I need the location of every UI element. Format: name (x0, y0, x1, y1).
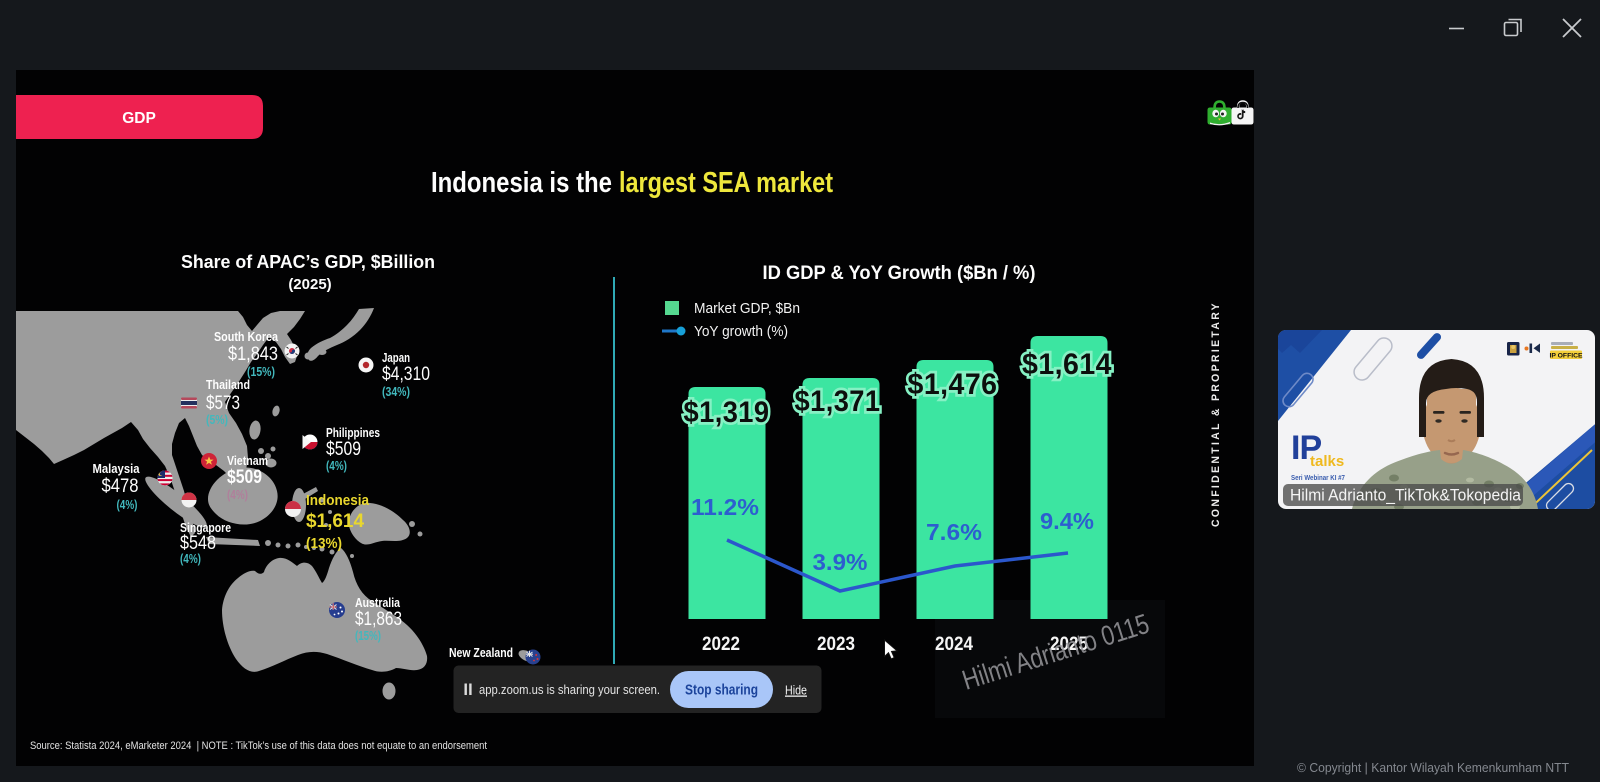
svg-text:Malaysia: Malaysia (93, 462, 141, 476)
svg-text:$1,371: $1,371 (795, 385, 881, 418)
svg-text:(2025): (2025) (288, 276, 331, 293)
svg-text:(4%): (4%) (227, 488, 248, 502)
svg-text:9.4%: 9.4% (1040, 508, 1094, 534)
svg-text:7.6%: 7.6% (926, 519, 982, 545)
svg-text:$478: $478 (102, 476, 139, 497)
svg-text:$1,319: $1,319 (684, 396, 770, 429)
svg-text:South Korea: South Korea (214, 330, 279, 344)
svg-text:Vietnam: Vietnam (227, 454, 268, 468)
svg-text:(15%): (15%) (247, 365, 275, 379)
svg-text:$1,614: $1,614 (1022, 348, 1112, 381)
svg-text:Seri Webinar KI #7: Seri Webinar KI #7 (1291, 473, 1345, 482)
svg-text:$1,843: $1,843 (228, 344, 278, 365)
svg-text:3.9%: 3.9% (813, 549, 868, 575)
svg-text:Share of APAC’s GDP, $Billion: Share of APAC’s GDP, $Billion (181, 251, 435, 272)
svg-text:IP: IP (1291, 429, 1321, 467)
svg-text:ID GDP & YoY Growth ($Bn / %): ID GDP & YoY Growth ($Bn / %) (763, 262, 1036, 284)
svg-text:Source: Statista 2024, eMarket: Source: Statista 2024, eMarketer 2024 | … (30, 740, 487, 752)
svg-text:Indonesia: Indonesia (306, 492, 370, 509)
svg-text:Market GDP, $Bn: Market GDP, $Bn (694, 300, 800, 317)
svg-text:(4%): (4%) (326, 459, 347, 473)
svg-text:© Copyright | Kantor Wilayah K: © Copyright | Kantor Wilayah Kemenkumham… (1297, 761, 1569, 775)
svg-text:(15%): (15%) (355, 629, 381, 643)
svg-text:2023: 2023 (817, 634, 855, 655)
svg-text:(34%): (34%) (382, 385, 410, 399)
svg-text:app.zoom.us is sharing your sc: app.zoom.us is sharing your screen. (479, 683, 660, 697)
svg-text:$509: $509 (227, 467, 262, 488)
svg-text:New Zealand: New Zealand (449, 646, 513, 660)
svg-text:$4,310: $4,310 (382, 364, 430, 385)
svg-text:talks: talks (1310, 453, 1344, 470)
svg-text:$1,863: $1,863 (355, 609, 402, 630)
svg-text:2022: 2022 (702, 634, 740, 655)
svg-text:Stop sharing: Stop sharing (685, 683, 758, 699)
svg-text:(5%): (5%) (206, 413, 228, 427)
svg-text:$1,476: $1,476 (908, 368, 998, 401)
svg-text:Hilmi Adrianto_TikTok&Tokopedi: Hilmi Adrianto_TikTok&Tokopedia (1290, 487, 1522, 505)
svg-text:Hide: Hide (785, 683, 807, 698)
svg-text:GDP: GDP (122, 110, 156, 127)
svg-text:$548: $548 (180, 533, 216, 554)
svg-text:CONFIDENTIAL & PROPRIETARY: CONFIDENTIAL & PROPRIETARY (1210, 301, 1222, 527)
svg-text:Philippines: Philippines (326, 426, 380, 440)
svg-text:Singapore: Singapore (180, 521, 231, 535)
svg-text:11.2%: 11.2% (691, 494, 759, 520)
svg-text:(4%): (4%) (117, 498, 138, 512)
svg-text:2024: 2024 (935, 634, 973, 655)
svg-text:IP OFFICE: IP OFFICE (1549, 353, 1583, 360)
svg-text:(13%): (13%) (306, 535, 342, 552)
svg-text:$1,614: $1,614 (306, 510, 364, 532)
svg-text:Japan: Japan (382, 351, 410, 365)
svg-text:2025: 2025 (1050, 634, 1088, 655)
svg-text:$509: $509 (326, 439, 361, 460)
svg-text:YoY growth (%): YoY growth (%) (694, 323, 788, 340)
svg-text:(4%): (4%) (180, 552, 201, 566)
svg-text:Thailand: Thailand (206, 378, 250, 392)
svg-text:$573: $573 (206, 393, 240, 414)
svg-text:Australia: Australia (355, 596, 401, 610)
